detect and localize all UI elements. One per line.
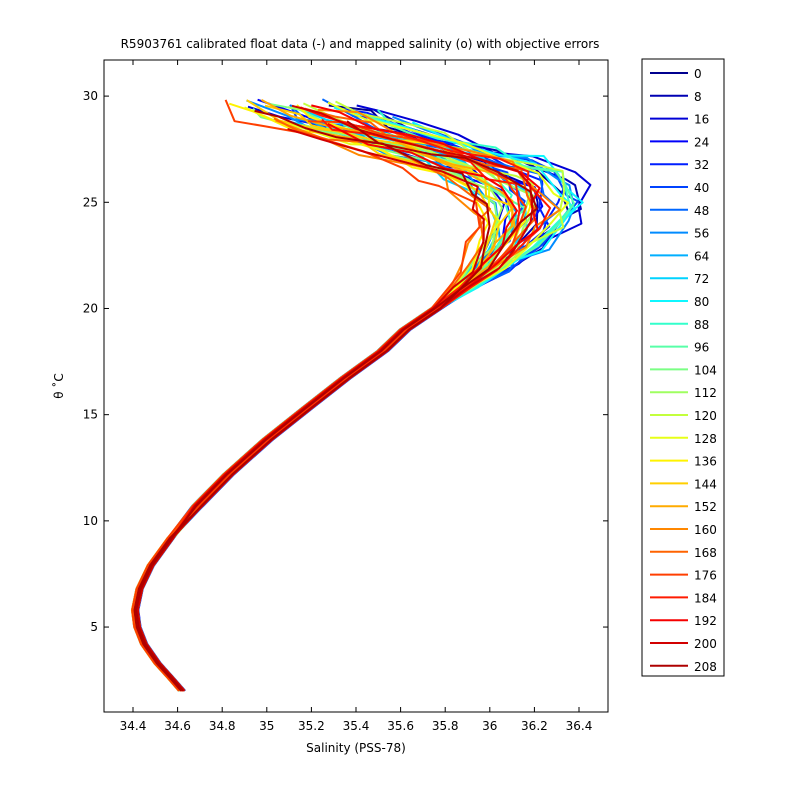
profile-lines <box>130 98 592 692</box>
legend-label: 32 <box>694 158 709 172</box>
legend-label: 72 <box>694 272 709 286</box>
legend-label: 184 <box>694 591 717 605</box>
legend-label: 144 <box>694 477 717 491</box>
legend-label: 120 <box>694 409 717 423</box>
y-axis-label: θ ˚C <box>51 373 66 399</box>
legend-label: 0 <box>694 67 702 81</box>
y-tick-label: 10 <box>83 514 98 528</box>
x-tick-label: 34.6 <box>164 719 191 733</box>
legend-label: 104 <box>694 363 717 377</box>
profile-line <box>133 109 491 692</box>
legend-label: 112 <box>694 386 717 400</box>
legend-label: 16 <box>694 113 709 127</box>
legend-label: 136 <box>694 455 717 469</box>
x-tick-label: 35.4 <box>343 719 370 733</box>
legend-label: 40 <box>694 181 709 195</box>
plot-frame <box>103 59 609 713</box>
y-tick-label: 15 <box>83 408 98 422</box>
y-tick-label: 25 <box>83 195 98 209</box>
x-tick-label: 35.2 <box>298 719 325 733</box>
legend-label: 200 <box>694 637 717 651</box>
profile-line <box>135 120 538 692</box>
legend-label: 208 <box>694 660 717 674</box>
x-tick-label: 35.8 <box>432 719 459 733</box>
x-tick-label: 36.2 <box>521 719 548 733</box>
y-axis: 5 10 15 20 25 30 <box>83 89 608 634</box>
x-tick-label: 35 <box>259 719 274 733</box>
chart-title: R5903761 calibrated float data (-) and m… <box>121 37 600 51</box>
x-tick-label: 36 <box>482 719 497 733</box>
legend-label: 56 <box>694 227 709 241</box>
x-axis-label: Salinity (PSS-78) <box>306 741 406 755</box>
legend-label: 168 <box>694 546 717 560</box>
legend-label: 176 <box>694 569 717 583</box>
legend-label: 160 <box>694 523 717 537</box>
legend-label: 96 <box>694 341 709 355</box>
y-tick-label: 30 <box>83 89 98 103</box>
legend-label: 128 <box>694 432 717 446</box>
legend: 0 8 16 24 32 40 48 56 64 72 80 88 96 104 112 120 128 136 1… <box>650 67 717 674</box>
y-tick-label: 20 <box>83 301 98 315</box>
x-tick-label: 35.6 <box>387 719 414 733</box>
legend-label: 80 <box>694 295 709 309</box>
legend-label: 64 <box>694 249 709 263</box>
legend-label: 192 <box>694 614 717 628</box>
legend-box <box>641 58 725 677</box>
x-tick-label: 34.4 <box>120 719 147 733</box>
legend-label: 8 <box>694 90 702 104</box>
x-tick-label: 34.8 <box>209 719 236 733</box>
legend-label: 48 <box>694 204 709 218</box>
x-tick-label: 36.4 <box>566 719 593 733</box>
y-tick-label: 5 <box>90 620 98 634</box>
legend-label: 24 <box>694 135 709 149</box>
legend-label: 88 <box>694 318 709 332</box>
legend-label: 152 <box>694 500 717 514</box>
x-axis: 34.4 34.6 34.8 35 35.2 35.4 35.6 35.8 36 36.2 36.4 <box>120 60 593 733</box>
